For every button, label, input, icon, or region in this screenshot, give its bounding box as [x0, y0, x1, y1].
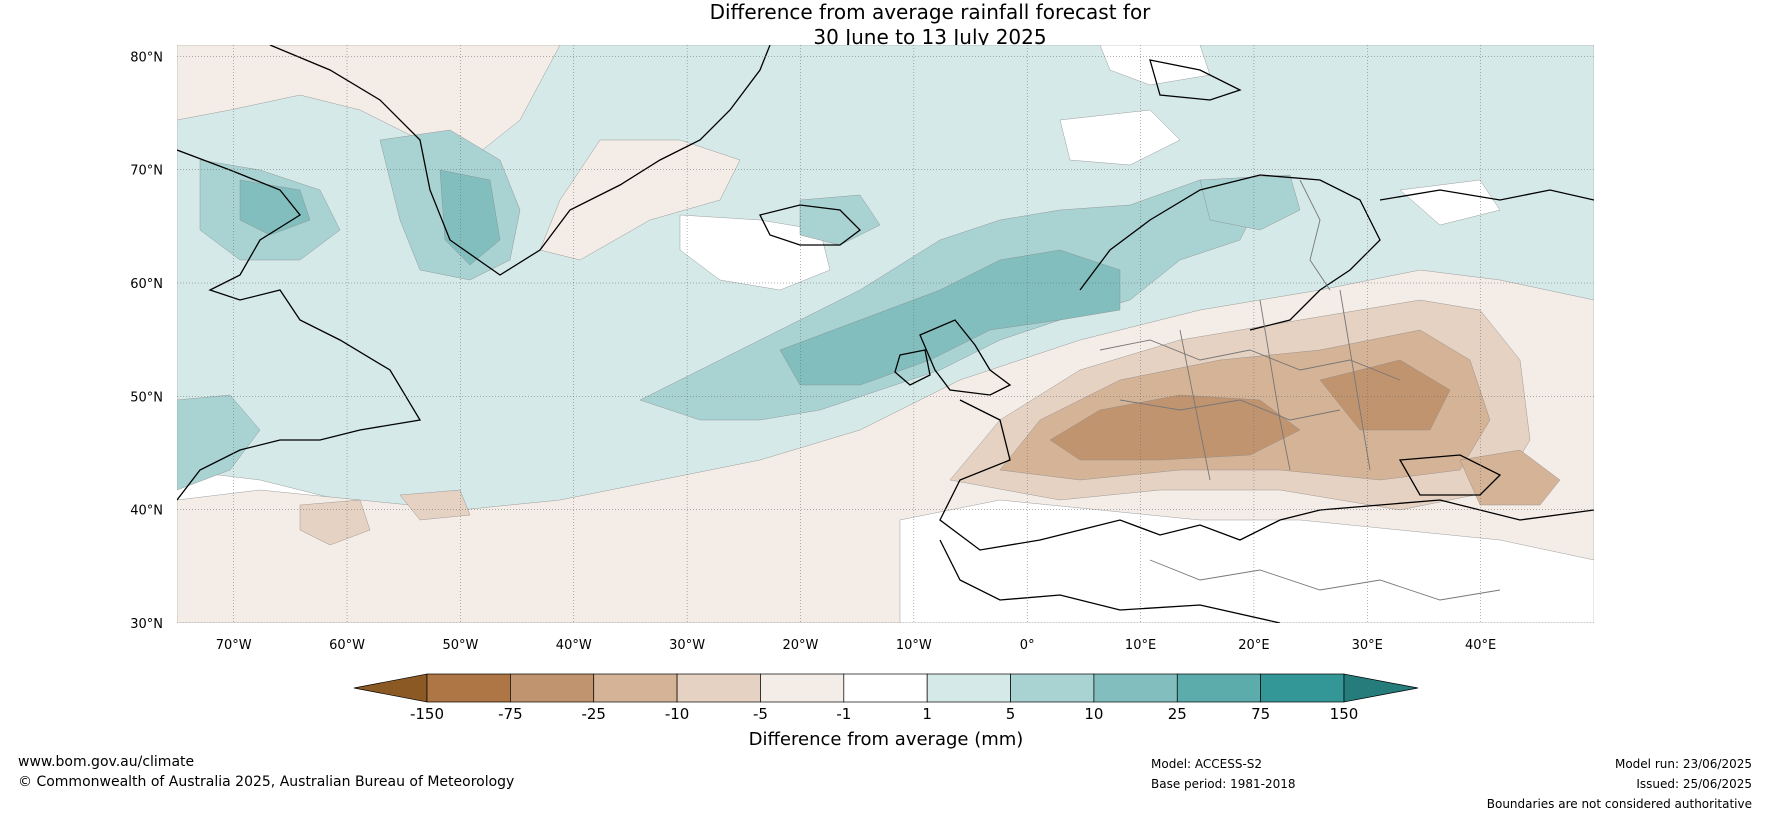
- border-7: [1299, 179, 1331, 291]
- border-5: [1339, 289, 1371, 471]
- colorbar-tick-label: -150: [410, 705, 444, 723]
- colorbar-title: Difference from average (mm): [749, 729, 1024, 750]
- dry-region-neg25-75mm-east: [1319, 359, 1451, 431]
- dry-patch-greenland-west: [177, 45, 561, 161]
- coast-greenland: [269, 45, 771, 276]
- footer-copyright: © Commonwealth of Australia 2025, Austra…: [18, 774, 515, 790]
- neutral-region-europe-north: [1399, 179, 1501, 226]
- lat-tick-label: 50°N: [130, 390, 163, 405]
- border-4: [1259, 299, 1291, 471]
- colorbar-tick-label: 25: [1168, 705, 1187, 723]
- colorbar-segment: [1260, 673, 1345, 703]
- colorbar-tick-label: -1: [836, 705, 851, 723]
- colorbar-tick-label: 10: [1084, 705, 1103, 723]
- colorbar-segment: [926, 673, 1011, 703]
- lon-tick-label: 40°W: [556, 638, 592, 653]
- colorbar-tick-label: -75: [498, 705, 523, 723]
- graticule: [177, 45, 1594, 623]
- coast-ireland: [894, 349, 931, 386]
- neutral-region-north-africa: [899, 499, 1594, 623]
- colorbar-segment: [1176, 673, 1261, 703]
- lon-tick-label: 50°W: [442, 638, 478, 653]
- colorbar-segment: [843, 673, 928, 703]
- colorbar-tick-labels: -150 -75 -25 -10 -5 -1 1 5 10 25 75 150: [410, 705, 1358, 723]
- latitude-labels: 80°N 70°N 60°N 50°N 40°N 30°N: [130, 50, 163, 632]
- lon-tick-label: 70°W: [216, 638, 252, 653]
- dry-region-caspian: [1459, 449, 1561, 506]
- footer-website[interactable]: www.bom.gov.au/climate: [18, 754, 195, 770]
- longitude-labels: 70°W 60°W 50°W 40°W 30°W 20°W 10°W 0° 10°E 20°E 30…: [216, 638, 1497, 653]
- footer-base-period: Base period: 1981-2018: [1151, 777, 1296, 791]
- neutral-patch-arctic: [1099, 45, 1211, 86]
- country-borders: [1099, 179, 1501, 601]
- coast-canada: [177, 149, 422, 501]
- colorbar-tick-label: 150: [1330, 705, 1359, 723]
- lat-tick-label: 70°N: [130, 164, 163, 179]
- colorbar-segment: [1093, 673, 1178, 703]
- colorbar-tick-label: -10: [665, 705, 690, 723]
- colorbar-segment: [676, 673, 761, 703]
- border-6: [1149, 559, 1501, 601]
- colorbar: [353, 673, 1419, 703]
- wet-region-10-25mm-labrador: [239, 179, 311, 236]
- coast-arctic: [1149, 59, 1242, 101]
- colorbar-tick-label: 1: [922, 705, 932, 723]
- lon-tick-label: 0°: [1020, 638, 1035, 653]
- colorbar-tick-label: -25: [581, 705, 606, 723]
- colorbar-extend-low: [353, 673, 428, 703]
- lon-tick-label: 30°E: [1352, 638, 1383, 653]
- lon-tick-label: 10°W: [896, 638, 932, 653]
- wet-region-canada-south: [177, 394, 261, 491]
- colorbar-tick-label: 75: [1251, 705, 1270, 723]
- coast-russia-north: [1379, 189, 1594, 201]
- dry-patch-subtropics-2: [399, 489, 471, 521]
- lat-tick-label: 60°N: [130, 277, 163, 292]
- colorbar-segment: [760, 673, 845, 703]
- coast-europe: [939, 399, 1594, 551]
- lon-tick-label: 60°W: [329, 638, 365, 653]
- map-area: [177, 45, 1594, 623]
- wet-region-10-25mm-greenland: [439, 169, 501, 266]
- lon-tick-label: 20°E: [1238, 638, 1269, 653]
- border-1: [1099, 339, 1401, 381]
- neutral-patch-atlantic: [679, 214, 831, 291]
- lon-tick-label: 30°W: [669, 638, 705, 653]
- neutral-patch-north-sea: [1059, 109, 1181, 166]
- colorbar-tick-label: -5: [753, 705, 768, 723]
- lat-tick-label: 40°N: [130, 504, 163, 519]
- title-line-1: Difference from average rainfall forecas…: [709, 0, 1151, 24]
- dry-patch-subtropics: [299, 499, 371, 546]
- colorbar-segment: [593, 673, 678, 703]
- border-3: [1179, 329, 1211, 481]
- coastlines: [177, 45, 1594, 623]
- dry-patch-greenland-east: [539, 139, 741, 261]
- lon-tick-label: 10°E: [1125, 638, 1156, 653]
- lon-tick-label: 20°W: [783, 638, 819, 653]
- coast-black-sea: [1398, 454, 1502, 496]
- coast-uk: [919, 319, 1012, 396]
- footer-model-run: Model run: 23/06/2025: [1614, 757, 1752, 771]
- colorbar-segment: [1010, 673, 1095, 703]
- colorbar-segment: [510, 673, 595, 703]
- border-2: [1119, 399, 1341, 421]
- lat-tick-label: 80°N: [130, 50, 163, 65]
- coast-north-africa: [939, 539, 1281, 623]
- footer-issued: Issued: 25/06/2025: [1636, 777, 1752, 791]
- coast-scandinavia: [1079, 174, 1381, 331]
- colorbar-extend-high: [1343, 673, 1419, 703]
- colorbar-segment: [426, 673, 511, 703]
- lon-tick-label: 40°E: [1465, 638, 1496, 653]
- colorbar-tick-label: 5: [1006, 705, 1016, 723]
- lat-tick-label: 30°N: [130, 617, 163, 632]
- dry-region-neg25-75mm: [1049, 394, 1301, 461]
- footer-model: Model: ACCESS-S2: [1151, 757, 1263, 771]
- footer-disclaimer: Boundaries are not considered authoritat…: [1486, 797, 1752, 811]
- coast-iceland: [759, 204, 861, 246]
- map-title: Difference from average rainfall forecas…: [0, 0, 1770, 50]
- wet-region-10-25mm-uk: [779, 249, 1121, 386]
